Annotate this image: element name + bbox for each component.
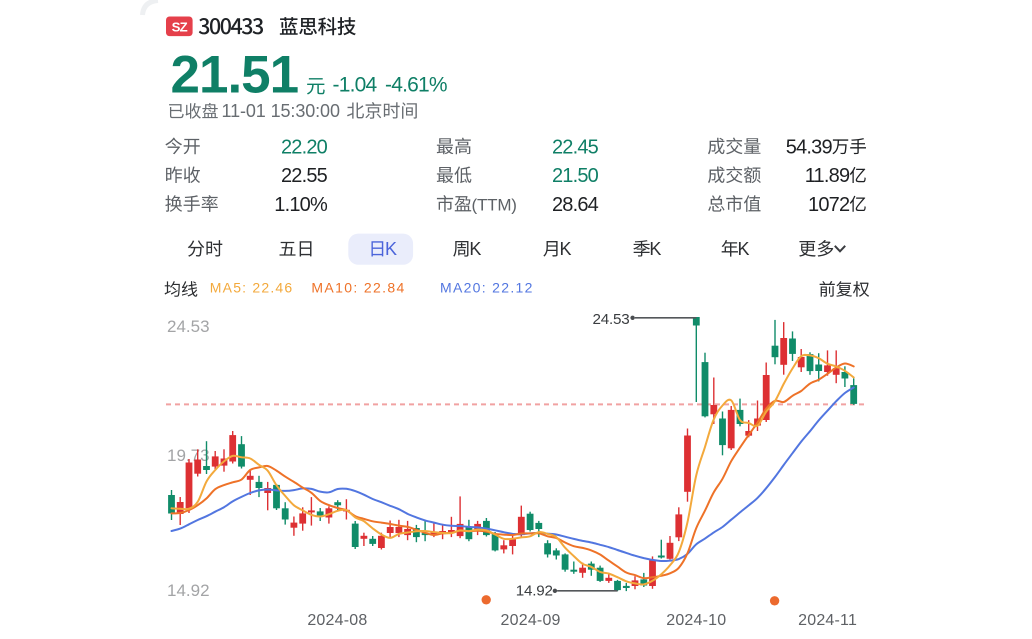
svg-text:1.10%: 1.10% [274, 194, 328, 216]
svg-text:MA5: 22.46: MA5: 22.46 [210, 280, 294, 296]
svg-text:22.55: 22.55 [281, 165, 328, 187]
svg-text:11-01 15:30:00: 11-01 15:30:00 [222, 101, 340, 121]
svg-text:K: K [385, 239, 397, 259]
svg-text:22.45: 22.45 [552, 136, 599, 158]
svg-text:19.73: 19.73 [167, 446, 210, 465]
svg-text:21.51: 21.51 [171, 46, 299, 105]
svg-text:11.89: 11.89 [805, 165, 850, 187]
svg-text:-1.04: -1.04 [333, 74, 378, 97]
svg-text:2024-08: 2024-08 [307, 612, 367, 629]
svg-text:1072: 1072 [808, 194, 850, 216]
svg-text:MA20: 22.12: MA20: 22.12 [440, 280, 534, 296]
svg-text:-4.61%: -4.61% [385, 74, 447, 97]
svg-text:21.50: 21.50 [552, 165, 599, 187]
svg-text:K: K [649, 239, 661, 259]
svg-text:2024-11: 2024-11 [798, 612, 857, 629]
svg-text:54.39: 54.39 [786, 136, 833, 158]
svg-text:24.53: 24.53 [592, 311, 629, 328]
svg-text:22.20: 22.20 [281, 136, 328, 158]
svg-text:2024-09: 2024-09 [501, 612, 561, 629]
svg-text:14.92: 14.92 [516, 583, 553, 600]
svg-text:SZ: SZ [172, 20, 188, 35]
svg-text:2024-10: 2024-10 [666, 612, 726, 629]
svg-text:K: K [469, 239, 481, 259]
svg-text:K: K [738, 239, 750, 259]
svg-text:14.92: 14.92 [167, 581, 210, 600]
svg-text:(TTM): (TTM) [472, 195, 517, 214]
svg-text:28.64: 28.64 [552, 194, 599, 216]
svg-text:K: K [560, 239, 572, 259]
svg-text:24.53: 24.53 [167, 317, 210, 336]
svg-text:MA10: 22.84: MA10: 22.84 [311, 280, 405, 296]
